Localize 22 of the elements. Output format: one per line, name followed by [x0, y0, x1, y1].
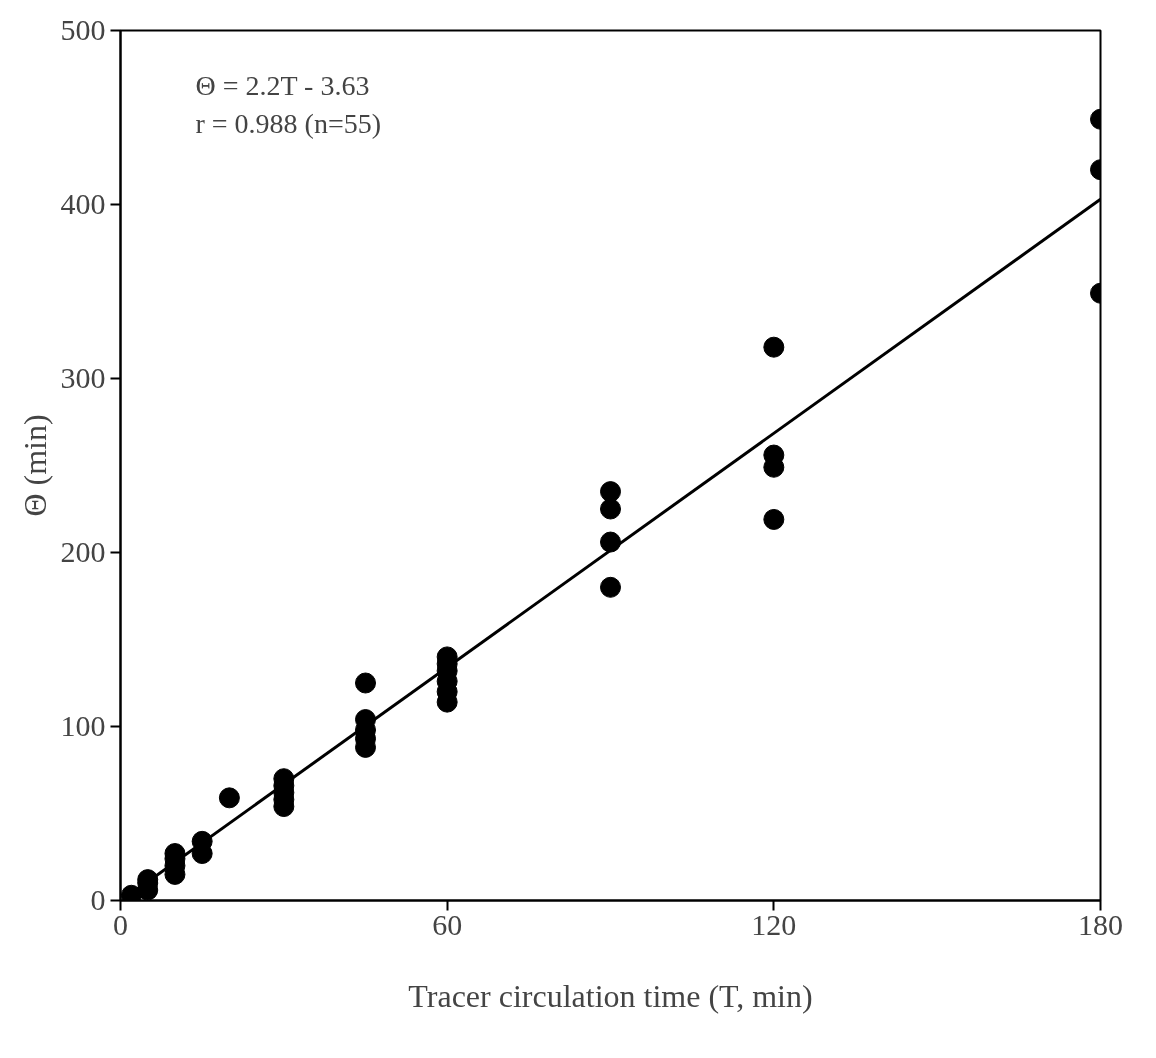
y-axis-title: Θ (min) — [16, 414, 53, 517]
point — [600, 498, 621, 520]
point — [600, 481, 621, 503]
annotation: r = 0.988 (n=55) — [195, 107, 382, 139]
point — [600, 576, 621, 598]
y-tick-label: 200 — [60, 535, 106, 568]
y-tick-label: 100 — [60, 709, 106, 742]
x-tick-label: 0 — [113, 907, 128, 941]
x-tick-label: 60 — [432, 907, 463, 941]
point — [218, 787, 240, 809]
x-tick-label: 120 — [751, 907, 797, 941]
point — [763, 508, 785, 530]
y-tick-label: 300 — [60, 361, 106, 394]
point — [763, 336, 785, 358]
y-tick-label: 500 — [60, 13, 106, 46]
annotation: Θ = 2.2T - 3.63 — [195, 69, 370, 101]
point — [600, 531, 621, 553]
x-tick-label: 180 — [1078, 907, 1123, 941]
y-tick-label: 400 — [60, 187, 106, 220]
x-axis-title: Tracer circulation time (T, min) — [408, 977, 813, 1014]
y-tick-label: 0 — [90, 883, 106, 916]
point — [355, 672, 376, 694]
